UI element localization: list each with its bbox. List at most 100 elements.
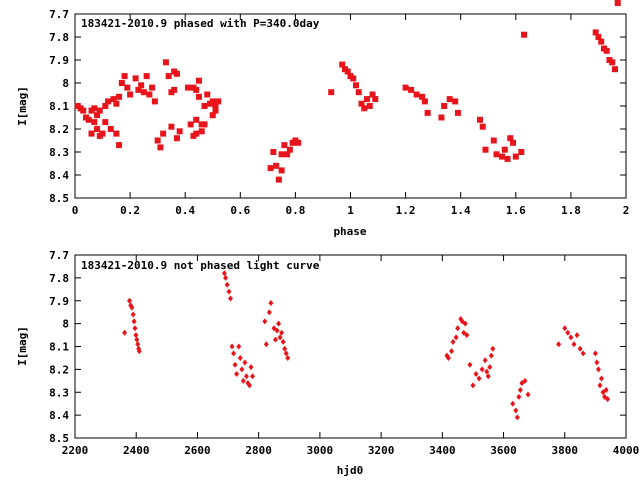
y-axis-label: I[mag] <box>16 326 29 366</box>
x-tick-label: 2800 <box>245 444 272 457</box>
data-point <box>138 82 145 89</box>
data-point <box>449 348 455 355</box>
data-point <box>157 144 164 151</box>
data-point <box>135 341 141 348</box>
data-point <box>149 84 156 91</box>
data-point <box>134 336 140 343</box>
data-point <box>116 142 123 149</box>
data-point <box>568 334 574 341</box>
x-tick-label: 0.2 <box>120 204 140 217</box>
data-point <box>263 341 269 348</box>
data-point <box>490 345 496 352</box>
data-point <box>176 128 183 135</box>
data-point <box>229 343 235 350</box>
data-point <box>452 98 459 105</box>
data-point <box>285 354 291 361</box>
plot-frame <box>74 254 627 439</box>
data-point <box>273 336 279 343</box>
data-point <box>279 329 285 336</box>
data-point <box>102 103 109 109</box>
data-point <box>402 84 409 91</box>
x-tick-labels: 2200 2400 2600 2800 3000 3200 3400 3600 3800 4000 <box>62 444 640 457</box>
data-point <box>424 109 431 116</box>
data-point <box>231 350 237 357</box>
data-point <box>413 91 420 98</box>
axis-ticks <box>74 254 627 439</box>
data-point <box>278 151 285 158</box>
data-point <box>154 137 161 144</box>
y-tick-label: 8.2 <box>49 123 69 136</box>
data-point <box>91 105 98 112</box>
x-tick-label: 0.8 <box>285 204 305 217</box>
data-point <box>171 86 178 93</box>
data-point <box>274 327 280 334</box>
data-points <box>74 0 621 183</box>
data-point <box>215 98 222 105</box>
data-point <box>493 151 500 158</box>
data-point <box>242 359 248 366</box>
y-tick-label: 7.7 <box>49 8 69 21</box>
data-point <box>184 84 191 91</box>
data-point <box>132 325 138 332</box>
data-point <box>143 73 150 80</box>
data-point <box>525 391 531 398</box>
data-point <box>592 29 599 36</box>
data-point <box>499 153 506 160</box>
data-point <box>129 304 135 311</box>
data-point <box>85 116 92 123</box>
data-point <box>96 107 103 114</box>
data-points <box>122 270 611 421</box>
data-point <box>467 361 473 368</box>
x-tick-label: 3200 <box>368 444 395 457</box>
data-point <box>151 98 158 105</box>
data-point <box>228 295 234 302</box>
data-point <box>99 130 106 137</box>
data-point <box>165 73 172 80</box>
data-point <box>441 103 448 109</box>
data-point <box>146 91 153 98</box>
data-point <box>195 77 202 84</box>
data-point <box>282 345 288 352</box>
data-point <box>446 96 453 103</box>
data-point <box>571 341 577 348</box>
data-point <box>556 341 562 348</box>
data-point <box>361 105 368 112</box>
data-point <box>369 91 376 98</box>
y-tick-label: 7.8 <box>49 31 69 44</box>
data-point <box>482 146 489 153</box>
data-point <box>438 114 445 121</box>
x-tick-label: 1.2 <box>396 204 416 217</box>
data-point <box>408 86 415 93</box>
data-point <box>565 329 571 336</box>
data-point <box>507 135 514 142</box>
data-point <box>270 149 277 155</box>
data-point <box>126 297 132 304</box>
data-point <box>212 107 219 114</box>
y-tick-label: 8.4 <box>49 409 69 422</box>
data-point <box>221 270 227 277</box>
data-point <box>275 176 282 183</box>
data-point <box>485 373 491 380</box>
data-point <box>353 82 360 89</box>
data-point <box>598 38 605 45</box>
data-point <box>464 332 470 339</box>
y-tick-label: 7.9 <box>49 295 69 308</box>
data-point <box>339 61 346 68</box>
data-point <box>577 345 583 352</box>
data-point <box>243 373 249 380</box>
y-tick-label: 7.7 <box>49 249 69 262</box>
data-point <box>223 274 229 281</box>
plot-title: 183421-2010.9 not phased light curve <box>81 259 320 272</box>
y-tick-labels: 7.7 7.8 7.9 8 8.1 8.2 8.3 8.4 8.5 <box>49 249 69 445</box>
data-point <box>278 167 285 174</box>
axis-ticks <box>74 13 627 199</box>
data-point <box>512 153 519 160</box>
data-point <box>94 126 101 132</box>
data-point <box>453 334 459 341</box>
data-point <box>284 151 291 158</box>
data-point <box>107 126 114 132</box>
data-point <box>580 350 586 357</box>
data-point <box>268 300 274 307</box>
data-point <box>248 364 254 371</box>
data-point <box>201 103 208 109</box>
